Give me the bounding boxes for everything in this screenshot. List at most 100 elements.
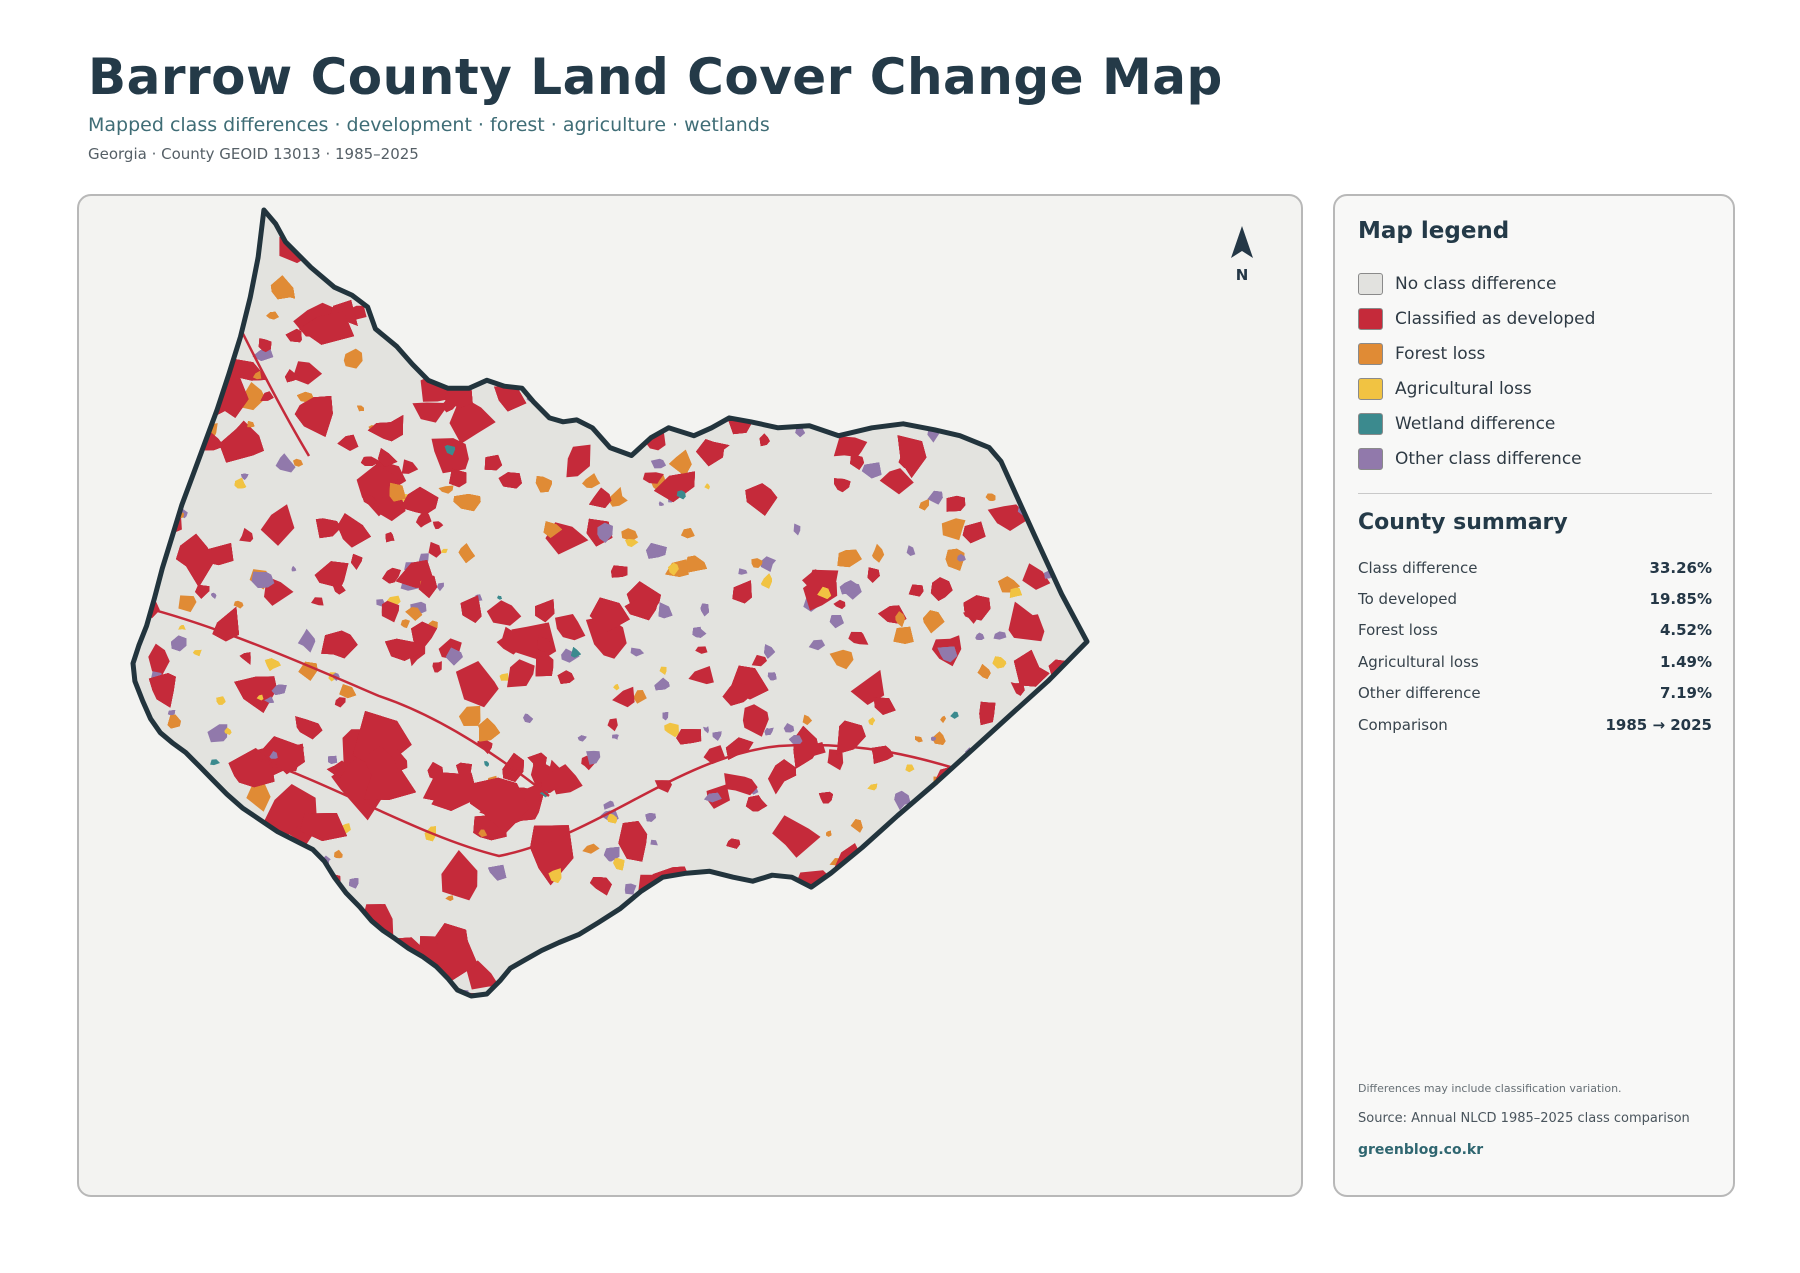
land-cover-patch [133,508,144,523]
land-cover-patch [699,270,722,291]
land-cover-patch [982,227,989,235]
land-cover-patch [431,772,479,811]
land-cover-patch [662,712,669,721]
land-cover-patch [1062,674,1072,684]
land-cover-patch [295,882,306,896]
land-cover-patch [1064,561,1075,572]
land-cover-patch [791,905,827,935]
land-cover-patch [451,472,462,484]
land-cover-patch [203,274,236,309]
land-cover-patch [552,345,583,366]
land-cover-patch [826,983,851,996]
land-cover-patch [445,895,454,902]
land-cover-patch [429,210,461,232]
land-cover-patch [1025,780,1046,799]
land-cover-patch [407,330,420,341]
land-cover-patch [808,359,824,377]
land-cover-patch [1025,780,1046,799]
land-cover-patch [200,355,215,370]
summary-key: To developed [1358,590,1458,609]
land-cover-patch [494,314,537,345]
land-cover-patch [775,243,788,254]
land-cover-patch [1023,932,1033,942]
land-cover-patch [802,714,813,726]
land-cover-patch [133,590,153,609]
land-cover-patch [135,517,150,530]
land-cover-patch [1013,890,1040,912]
land-cover-patch [650,458,667,469]
land-cover-patch [159,324,178,347]
land-cover-patch [732,960,739,966]
summary-title: County summary [1358,510,1568,535]
land-cover-patch [773,333,792,356]
land-cover-patch [242,879,259,893]
land-cover-patch [158,472,177,493]
land-cover-patch [470,240,511,295]
land-cover-patch [700,355,746,387]
land-cover-patch [471,347,483,359]
land-cover-patch [530,307,560,330]
land-cover-patch [149,510,170,527]
land-cover-patch [932,731,946,745]
county-map[interactable] [79,196,1303,1197]
land-cover-patch [753,252,764,267]
land-cover-patch [803,947,819,959]
land-cover-patch [659,939,669,947]
land-cover-patch [133,319,159,352]
land-cover-patch [257,908,290,955]
land-cover-patch [1033,229,1060,249]
land-cover-patch [449,401,496,444]
land-cover-patch [808,359,824,377]
land-cover-patch [411,330,425,347]
land-cover-patch [1019,973,1035,986]
land-cover-patch [930,577,953,601]
land-cover-patch [169,235,193,254]
land-cover-patch [535,476,552,493]
land-cover-patch [793,358,804,373]
land-cover-patch [203,803,231,822]
land-cover-patch [561,648,580,663]
land-cover-patch [165,843,195,877]
land-cover-patch [569,998,574,1003]
land-cover-patch [182,335,200,354]
land-cover-patch [152,742,171,757]
land-cover-patch [349,878,359,889]
land-cover-patch [260,391,274,401]
land-cover-patch [952,825,991,866]
land-cover-patch [133,755,148,792]
land-cover-patch [488,864,507,881]
land-cover-patch [400,619,410,629]
summary-value: 1985 → 2025 [1605,715,1712,734]
land-cover-patch [987,787,1000,798]
land-cover-patch [530,307,560,330]
land-cover-patch [359,238,372,254]
land-cover-patch [529,263,538,273]
land-cover-patch [754,250,774,263]
land-cover-patch [465,350,474,358]
land-cover-patch [1054,294,1087,323]
land-cover-patch [260,504,295,546]
land-cover-patch [987,382,1009,400]
land-cover-patch [134,507,142,515]
land-cover-patch [205,844,224,864]
land-cover-patch [902,343,954,387]
land-cover-patch [625,538,639,548]
summary-row-forest-loss: Forest loss 4.52% [1358,615,1712,646]
land-cover-patch [205,844,224,864]
land-cover-patch [285,369,300,383]
land-cover-patch [689,235,729,262]
land-cover-patch [650,224,670,239]
land-cover-patch [817,586,832,599]
map-panel[interactable] [77,194,1303,1197]
land-cover-patch [212,606,239,642]
land-cover-patch [582,843,600,854]
land-cover-patch [732,257,751,273]
land-cover-patch [999,782,1015,795]
land-cover-patch [982,227,989,235]
land-cover-patch [432,521,444,530]
land-cover-patch [1025,315,1030,321]
land-cover-patch [249,838,267,855]
land-cover-patch [335,220,357,247]
site-link[interactable]: greenblog.co.kr [1358,1142,1484,1158]
land-cover-patch [329,924,338,934]
